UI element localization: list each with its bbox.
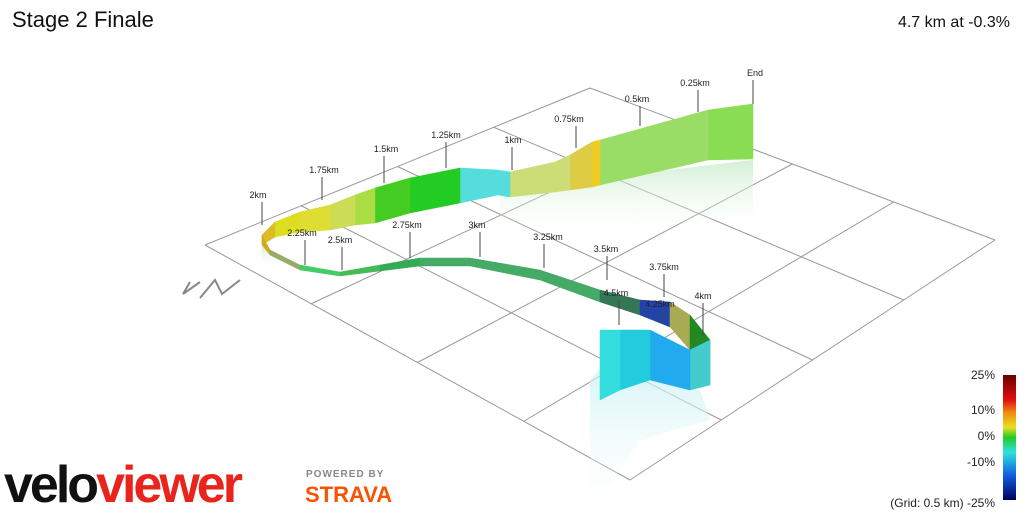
logo: veloviewer: [4, 456, 243, 512]
ribbon-segment: [439, 167, 461, 208]
ribbon-segment: [599, 329, 621, 401]
grid-note: (Grid: 0.5 km) -25%: [890, 496, 995, 510]
ribbon-segment: [459, 167, 499, 204]
marker-label: 0.5km: [625, 94, 650, 104]
grid: [204, 87, 996, 481]
ribbon-segment: [497, 169, 511, 198]
ribbon-segment: [469, 257, 541, 281]
legend-label: -10%: [967, 455, 995, 469]
powered-by: POWERED BY: [306, 469, 384, 480]
legend-label: 25%: [971, 368, 995, 382]
legend: 25% 10% 0% -10%: [967, 368, 995, 469]
shadow: [590, 350, 710, 512]
marker-label: 0.75km: [554, 114, 584, 124]
ribbon-segment: [354, 187, 376, 226]
logo-velo: velo: [4, 456, 97, 512]
ribbon-segment: [591, 139, 601, 188]
summary: 4.7 km at -0.3%: [898, 14, 1010, 31]
ribbon-segment: [329, 194, 356, 231]
marker-label: 1.75km: [309, 165, 339, 175]
grid-line: [523, 201, 895, 422]
marker-label: 3.75km: [649, 262, 679, 272]
grid-line: [589, 87, 996, 241]
marker-label: 4.5km: [604, 288, 629, 298]
marker-label: 3.5km: [594, 244, 619, 254]
ribbon-segment: [409, 171, 441, 214]
markers: End 0.25km 0.5km 0.75km 1km 1.25km 1.5km 1.75km…: [249, 68, 763, 335]
marker-label: 2.75km: [392, 220, 422, 230]
ribbon-segment: [299, 264, 341, 277]
marker-label: 2km: [249, 190, 266, 200]
marker-label: 1km: [504, 135, 521, 145]
ribbon-segment: [419, 257, 471, 267]
ribbon-segment: [539, 269, 601, 303]
ribbon-segment: [379, 257, 421, 272]
ribbon-segment: [619, 329, 651, 391]
shadow: [500, 160, 753, 240]
north-arrow: [182, 278, 241, 299]
legend-bar: [1003, 375, 1016, 500]
ribbon-segment: [374, 177, 411, 224]
legend-label: 10%: [971, 403, 995, 417]
ribbon-segment: [707, 103, 754, 161]
marker-label: 0.25km: [680, 78, 710, 88]
marker-label: 2.25km: [287, 228, 317, 238]
ribbon-segment: [569, 141, 593, 191]
ribbon: [261, 103, 754, 401]
marker-label: 1.25km: [431, 130, 461, 140]
shadow: [262, 245, 330, 270]
grid-line: [629, 239, 996, 481]
title: Stage 2 Finale: [12, 7, 154, 32]
ribbon-segment: [509, 161, 556, 198]
marker-label: 3.25km: [533, 232, 563, 242]
strava: STRAVA: [305, 482, 392, 507]
marker-label: 4km: [694, 291, 711, 301]
marker-label: 2.5km: [328, 235, 353, 245]
logo-viewer: viewer: [96, 456, 243, 512]
marker-label: End: [747, 68, 763, 78]
marker-label: 1.5km: [374, 144, 399, 154]
ribbon-segment: [554, 154, 571, 193]
marker-label: 3km: [468, 220, 485, 230]
legend-label: 0%: [978, 429, 996, 443]
marker-label: 4.25km: [645, 299, 675, 309]
